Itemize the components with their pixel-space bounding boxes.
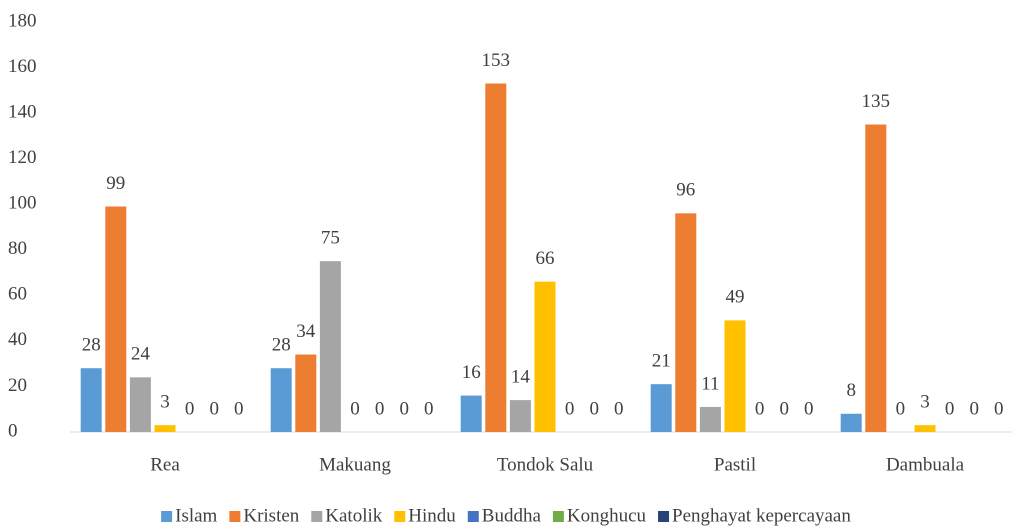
data-label: 0 — [945, 398, 955, 419]
y-tick-label: 20 — [8, 375, 27, 396]
bar — [154, 425, 176, 432]
data-label: 0 — [350, 398, 360, 419]
legend-label: Hindu — [408, 505, 456, 526]
data-label: 28 — [82, 335, 101, 356]
data-label: 66 — [536, 248, 555, 269]
data-label: 0 — [565, 398, 575, 419]
data-label: 135 — [862, 91, 891, 112]
y-tick-label: 80 — [8, 238, 27, 259]
data-label: 0 — [375, 398, 385, 419]
bar — [319, 261, 341, 432]
legend-label: Katolik — [325, 505, 382, 526]
x-tick-label: Tondok Salu — [497, 454, 594, 475]
data-label: 96 — [676, 180, 695, 201]
bar — [914, 425, 936, 432]
x-tick-label: Dambuala — [886, 454, 965, 475]
data-label: 0 — [234, 398, 244, 419]
bar — [675, 213, 697, 432]
y-tick-label: 120 — [8, 147, 37, 168]
data-label: 3 — [160, 392, 170, 413]
data-label: 0 — [755, 398, 765, 419]
data-label: 0 — [399, 398, 409, 419]
x-tick-label: Pastil — [714, 454, 756, 475]
legend-swatch — [552, 511, 564, 522]
legend-label: Konghucu — [567, 505, 647, 526]
bar — [699, 406, 721, 432]
bar — [865, 124, 887, 432]
data-label: 0 — [209, 398, 219, 419]
legend-swatch — [467, 511, 479, 522]
data-label: 0 — [896, 398, 906, 419]
data-label: 21 — [652, 351, 671, 372]
data-label: 8 — [846, 380, 856, 401]
data-label: 153 — [482, 50, 511, 71]
data-label: 28 — [272, 335, 291, 356]
legend-swatch — [161, 511, 173, 522]
bar — [460, 395, 482, 432]
bar — [80, 368, 102, 432]
data-label: 14 — [511, 366, 531, 387]
data-label: 16 — [462, 362, 481, 383]
data-label: 11 — [701, 373, 719, 394]
data-label: 24 — [131, 344, 151, 365]
data-label: 99 — [106, 173, 125, 194]
data-label: 0 — [424, 398, 434, 419]
data-label: 0 — [589, 398, 599, 419]
legend-swatch — [394, 511, 406, 522]
bar — [840, 413, 862, 432]
bar — [105, 206, 127, 432]
legend-label: Buddha — [482, 505, 542, 526]
bar — [129, 377, 151, 432]
legend-swatch — [658, 511, 670, 522]
data-label: 0 — [779, 398, 789, 419]
legend-label: Islam — [175, 505, 217, 526]
data-label: 0 — [804, 398, 814, 419]
bar — [534, 281, 556, 432]
y-tick-label: 140 — [8, 101, 37, 122]
data-label: 34 — [296, 321, 316, 342]
y-tick-label: 100 — [8, 193, 37, 214]
data-label: 0 — [614, 398, 624, 419]
y-tick-label: 160 — [8, 56, 37, 77]
data-label: 0 — [994, 398, 1004, 419]
legend-swatch — [229, 511, 241, 522]
bar — [270, 368, 292, 432]
y-tick-label: 0 — [8, 420, 18, 441]
data-label: 0 — [969, 398, 979, 419]
data-label: 49 — [726, 287, 745, 308]
legend-label: Penghayat kepercayaan — [672, 505, 851, 526]
data-label: 0 — [185, 398, 195, 419]
data-label: 3 — [920, 392, 930, 413]
y-tick-label: 40 — [8, 329, 27, 350]
x-tick-label: Makuang — [319, 454, 391, 475]
bar — [724, 320, 746, 432]
y-tick-label: 180 — [8, 10, 37, 31]
y-tick-label: 60 — [8, 284, 27, 305]
legend-swatch — [311, 511, 323, 522]
x-tick-label: Rea — [150, 454, 180, 475]
data-label: 75 — [321, 228, 340, 249]
bar — [295, 354, 317, 432]
bar — [509, 400, 531, 432]
legend-label: Kristen — [243, 505, 299, 526]
bar — [485, 83, 507, 432]
bar — [650, 384, 672, 432]
